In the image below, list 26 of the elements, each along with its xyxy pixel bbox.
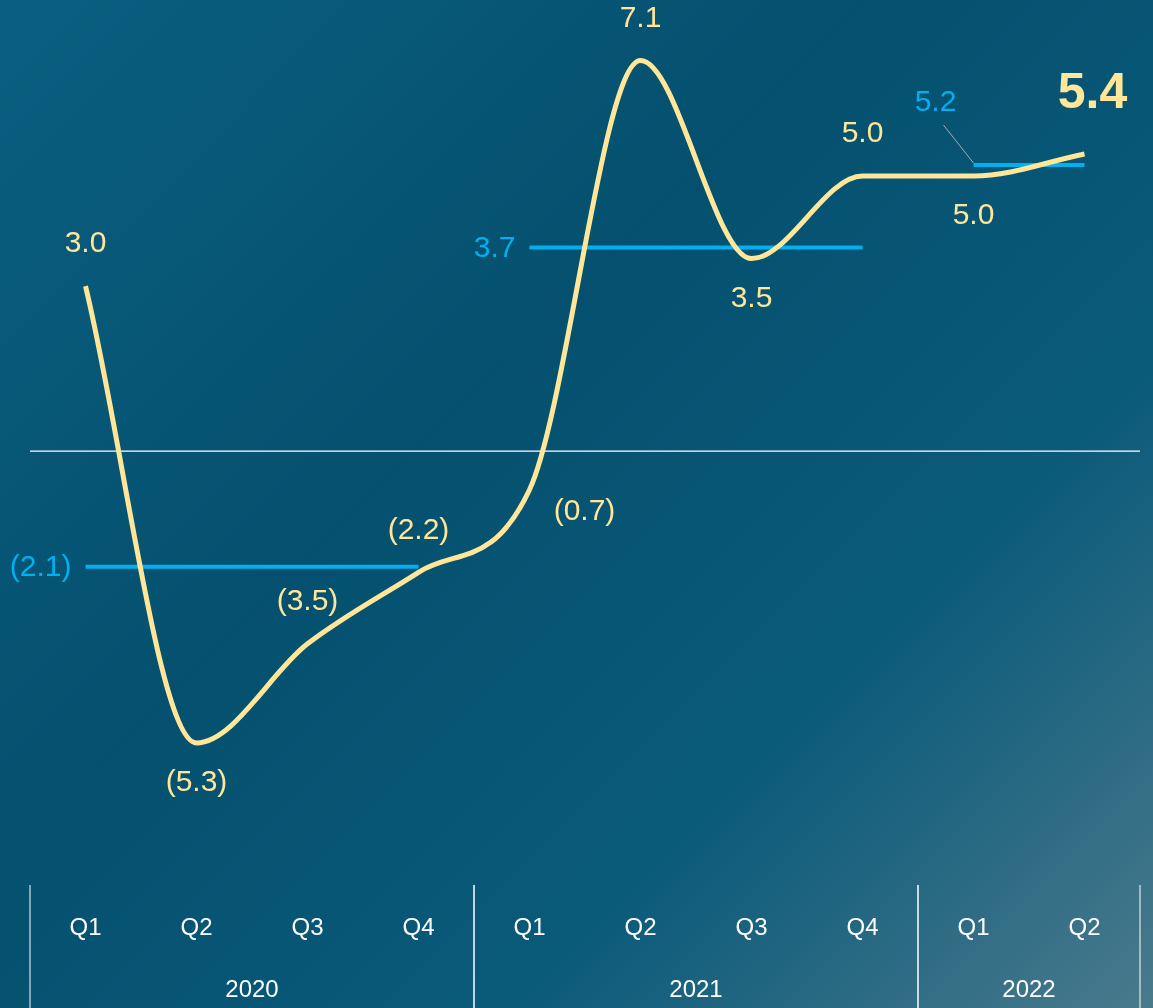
data-label: (5.3) (165, 764, 228, 798)
text: 2022 (1002, 974, 1056, 1002)
data-label: 5.4 (1057, 62, 1128, 119)
data-label: (2.1) (9, 549, 72, 583)
x-tick-label: Q1 (957, 912, 990, 940)
x-tick-label: Q2 (180, 912, 213, 940)
data-label: 3.0 (64, 225, 107, 259)
data-label: (2.2) (387, 511, 450, 545)
data-label: 3.7 (473, 229, 516, 263)
data-label: (3.5) (276, 583, 339, 617)
text: 2020 (225, 974, 279, 1002)
x-tick-label: Q2 (624, 912, 657, 940)
x-tick-label: Q3 (735, 912, 768, 940)
data-label: 5.2 (914, 84, 957, 118)
x-tick-label: Q4 (846, 912, 879, 940)
x-tick-label: Q4 (402, 912, 435, 940)
data-label: 5.0 (841, 115, 884, 149)
x-tick-label: Q1 (69, 912, 102, 940)
data-label: 3.5 (730, 279, 773, 313)
x-tick-label: Q3 (291, 912, 324, 940)
x-tick-label: Q1 (513, 912, 546, 940)
data-label: (0.7) (553, 492, 616, 526)
x-tick-label: Q2 (1068, 912, 1101, 940)
data-label: 7.1 (619, 0, 662, 33)
data-label: 5.0 (952, 197, 995, 231)
text: 2021 (669, 974, 723, 1002)
